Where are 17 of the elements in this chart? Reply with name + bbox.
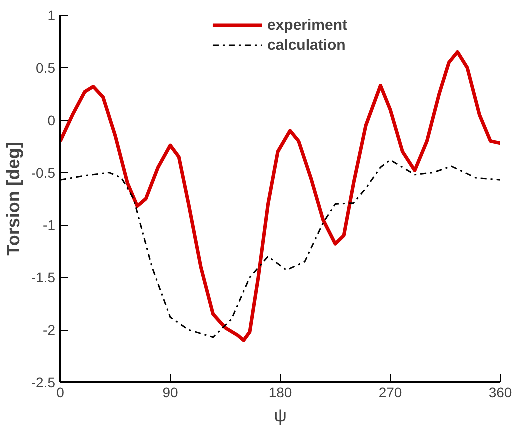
y-tick-label: -1.5 bbox=[31, 270, 56, 286]
x-tick-label: 270 bbox=[378, 384, 402, 400]
y-tick-label: -1 bbox=[43, 217, 56, 234]
y-axis-title: Torsion [deg] bbox=[3, 142, 24, 256]
y-tick-label: 1 bbox=[48, 8, 56, 24]
y-tick-label: 0 bbox=[48, 112, 56, 128]
x-axis-title: ψ bbox=[274, 406, 287, 426]
y-tick-label: 0.5 bbox=[36, 60, 56, 76]
y-tick-label: -2.5 bbox=[31, 374, 56, 390]
x-tick-label: 360 bbox=[488, 384, 512, 400]
y-tick-label: -2 bbox=[43, 322, 56, 338]
legend-label: experiment bbox=[267, 16, 348, 34]
x-tick-label: 90 bbox=[162, 384, 178, 400]
x-tick-label: 180 bbox=[268, 384, 292, 400]
y-tick-label: -0.5 bbox=[31, 164, 56, 181]
line-series bbox=[60, 50, 500, 342]
legend-label: calculation bbox=[267, 36, 346, 54]
